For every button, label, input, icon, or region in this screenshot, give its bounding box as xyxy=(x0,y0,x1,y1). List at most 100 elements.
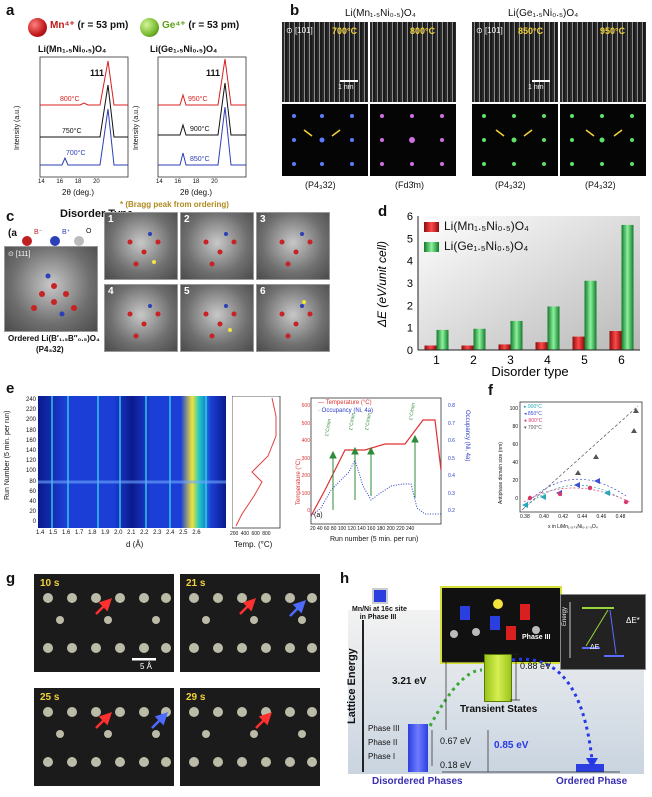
temp-800-label: 800°C xyxy=(410,26,436,36)
energy-3-21: 3.21 eV xyxy=(392,676,427,687)
stem-scale-label: 5 Å xyxy=(140,662,153,671)
stem-frame-25s xyxy=(34,688,174,786)
crystal-atoms xyxy=(31,232,313,339)
panel-f-label: f xyxy=(488,382,493,399)
scale-text-left: 1 nm xyxy=(338,84,354,91)
legend-occupancy: · Occupancy (Ni, 4a) xyxy=(318,408,374,414)
panel-d-label: d xyxy=(378,203,388,220)
panel-h-label: h xyxy=(340,570,350,587)
type-2-label: 2 xyxy=(184,214,190,225)
legend-ge: Li(Ge₁.₅Ni₀.₅)O₄ xyxy=(444,239,529,253)
bar-mn-type-4 xyxy=(535,342,548,350)
scale-bar-left xyxy=(340,80,358,82)
panel-c-zone: ⊙ [111] xyxy=(8,251,31,258)
diffraction-patterns xyxy=(282,104,646,176)
panel-f-xticks: 0.38 0.40 0.42 0.44 0.46 0.48 xyxy=(520,514,626,520)
panel-a-left-peak: 111 xyxy=(90,68,105,78)
panel-a-note: * (Bragg peak from ordering) xyxy=(120,200,229,209)
y-tick-label: 4 xyxy=(407,256,413,268)
energy-0-67: 0.67 eV xyxy=(440,736,472,746)
legend-mn: Li(Mn₁.₅Ni₀.₅)O₄ xyxy=(444,219,529,233)
panel-e-xticks: 1.4 1.5 1.6 1.7 1.8 1.9 2.0 2.1 2.2 2.3 … xyxy=(36,530,201,536)
panel-f-yticks: 100 80 60 40 20 0 xyxy=(509,406,518,502)
panel-b-right-title: Li(Ge₁.₅Ni₀.₅)O₄ xyxy=(508,8,579,19)
legend-b-minus-sphere xyxy=(22,236,32,246)
type-3-label: 3 xyxy=(260,214,266,225)
phase-levels: Phase III Phase II Phase I xyxy=(368,724,400,761)
right-temp-850: 850°C xyxy=(190,156,210,163)
panel-a-right-peak: 111 xyxy=(206,68,221,78)
disorder-type-5 xyxy=(180,284,254,352)
stem-atoms xyxy=(43,593,317,767)
panel-g-label: g xyxy=(6,570,16,587)
type-5-label: 5 xyxy=(184,286,190,297)
temp-ticks: 200 400 600 800 xyxy=(230,531,271,537)
left-temp-750: 750°C xyxy=(62,128,82,135)
plot-area xyxy=(418,216,640,350)
phase-iii-tag: Phase III xyxy=(522,634,551,641)
bar-mn-type-1 xyxy=(424,345,437,350)
panel-b-zone-left: ⊙ [101] xyxy=(286,26,313,35)
right-xlabel: Run number (5 min. per run) xyxy=(330,536,419,543)
panel-a-left-ylabel: Intensity (a.u.) xyxy=(14,105,21,150)
left-temp-700: 700°C xyxy=(66,150,86,157)
bar-ge-type-2 xyxy=(473,328,486,350)
type-6-label: 6 xyxy=(260,286,266,297)
site-marker xyxy=(372,588,388,604)
left-temp-800: 800°C xyxy=(60,96,80,103)
inset-energy-label: Energy xyxy=(562,606,568,626)
ge-ion-sphere xyxy=(140,18,159,37)
hrtem-mn-700 xyxy=(282,22,368,102)
panel-a-label: a xyxy=(6,2,15,19)
panel-a-left-xlabel: 2θ (deg.) xyxy=(62,188,95,197)
panel-c-sublabel: (a xyxy=(8,228,17,239)
temperature-profile xyxy=(232,396,281,529)
space-group-1: (P4₃32) xyxy=(305,180,336,190)
panel-a-left-title: Li(Mn₁.₅Ni₀.₅)O₄ xyxy=(38,44,107,54)
y-tick-label: 6 xyxy=(407,211,413,223)
legend-o: O xyxy=(86,228,92,235)
bar-ge-type-3 xyxy=(510,320,523,350)
legend-b-plus-sphere xyxy=(50,236,60,246)
bar-ge-type-5 xyxy=(584,280,597,350)
type-1-label: 1 xyxy=(108,214,114,225)
disordered-phase-block xyxy=(408,724,428,772)
heatmap-lines xyxy=(38,396,226,528)
right-ylabel-occ: Occupancy (Ni, 4a) xyxy=(464,410,470,462)
bar-ge-type-6 xyxy=(621,224,634,350)
right-yticks-occ: 0.8 0.7 0.6 0.5 0.4 0.3 0.2 xyxy=(448,403,455,514)
stem-frame-29s xyxy=(180,688,320,786)
lattice-energy-axis: Lattice Energy xyxy=(346,648,358,724)
bar-mn-type-2 xyxy=(461,345,474,350)
disordered-phases-label: Disordered Phases xyxy=(372,776,463,787)
stem-frame-21s xyxy=(180,574,320,672)
type-4-label: 4 xyxy=(108,286,114,297)
energy-inset-diagram xyxy=(569,602,624,658)
legend-temperature: — Temperature (°C) xyxy=(318,400,372,406)
hrtem-ge-850 xyxy=(472,22,558,102)
legend-b-minus: B⁻ xyxy=(34,229,43,236)
panel-e-xlabel: d (Å) xyxy=(126,540,144,549)
x-tick-label: 3 xyxy=(507,353,514,367)
x-tick-label: 5 xyxy=(581,353,588,367)
hrtem-mn-800 xyxy=(370,22,456,102)
y-tick-label: 2 xyxy=(407,300,413,312)
space-group-4: (P4₃32) xyxy=(585,180,616,190)
inset-de-star: ΔE* xyxy=(626,616,640,625)
frame-time-25s: 25 s xyxy=(40,692,60,703)
panel-a-xrd-plots xyxy=(39,56,247,178)
panel-b-zone-right: ⊙ [101] xyxy=(476,26,503,35)
domain-size-plot xyxy=(519,401,643,513)
temp-850-label: 850°C xyxy=(518,26,544,36)
y-axis-label: ΔE (eV/unit cell) xyxy=(375,241,389,328)
panel-e-yticks: 240 220 200 180 160 140 120 100 80 60 40 20 0 xyxy=(25,397,36,526)
panel-a-right-title: Li(Ge₁.₅Ni₀.₅)O₄ xyxy=(150,44,218,54)
disorder-type-2 xyxy=(180,212,254,280)
panel-f-ylabel: Antiphase domain size (nm) xyxy=(498,442,504,504)
bar-ge-type-1 xyxy=(436,329,449,350)
scale-text-right: 1 nm xyxy=(528,84,544,91)
bar-mn-type-3 xyxy=(498,344,511,350)
ge-ion-text: Ge⁴⁺ (r = 53 pm) xyxy=(162,20,240,31)
stem-frame-10s xyxy=(34,574,174,672)
energy-axis-line xyxy=(362,620,364,772)
